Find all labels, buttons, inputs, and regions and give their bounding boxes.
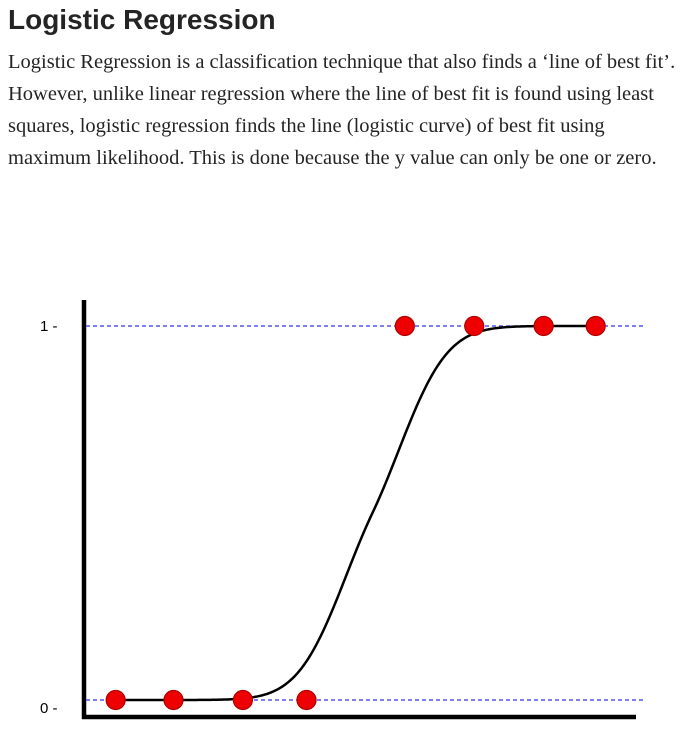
data-point-7 — [533, 315, 554, 337]
y-tick-label-0: 0 - — [40, 700, 58, 717]
y-tick-label-1: 1 - — [40, 318, 58, 335]
logistic-curve — [121, 324, 590, 702]
data-point-6 — [464, 315, 485, 337]
data-point-8 — [585, 315, 606, 337]
data-point-3 — [232, 689, 253, 711]
data-point-5 — [394, 315, 415, 337]
article-paragraph: Logistic Regression is a classification … — [8, 51, 676, 169]
data-point-2 — [163, 689, 184, 711]
article-heading: Logistic Regression — [8, 4, 276, 35]
logistic-regression-chart: 1 - 0 - — [40, 300, 644, 720]
data-point-1 — [105, 689, 126, 711]
data-point-4 — [296, 689, 317, 711]
